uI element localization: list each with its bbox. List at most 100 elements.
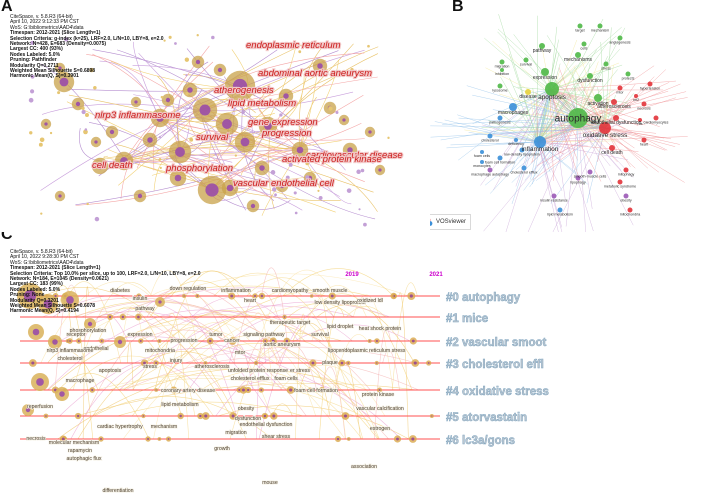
term-node xyxy=(587,169,593,175)
term-label: mtor xyxy=(616,91,624,95)
network-edge xyxy=(99,60,161,121)
timeline-arc xyxy=(81,301,226,318)
timeline-term: therapeutic target xyxy=(270,320,311,326)
network-edge xyxy=(229,46,379,146)
network-node-core xyxy=(75,101,81,107)
network-node xyxy=(29,131,33,135)
timeline-node-core xyxy=(158,300,162,304)
term-label: macrophage autophagy xyxy=(471,173,509,177)
network-edge xyxy=(577,117,586,232)
timeline-term: er stress xyxy=(290,368,310,374)
keyword-label: progression xyxy=(261,128,312,139)
timeline-node-core xyxy=(77,340,80,342)
timeline-arc xyxy=(131,289,369,417)
timeline-arc xyxy=(246,277,335,318)
network-node xyxy=(94,216,100,222)
network-node xyxy=(270,170,276,175)
term-node xyxy=(617,179,623,185)
network-edge xyxy=(159,116,290,148)
panel-a-nodes xyxy=(28,34,390,227)
network-edge xyxy=(495,127,606,131)
timeline-term: cardiomyopathy xyxy=(272,288,309,294)
timeline-term: low density lipoprotein xyxy=(314,300,365,306)
network-node-core xyxy=(232,78,248,94)
timeline-node-core xyxy=(209,339,212,343)
term-label: cell death xyxy=(601,150,623,156)
timeline-term: unfolded protein response xyxy=(228,368,288,374)
term-node xyxy=(641,137,647,143)
timeline-term: receptor xyxy=(66,332,85,338)
network-edge xyxy=(138,52,231,146)
network-edge xyxy=(159,41,309,121)
network-edge xyxy=(549,89,566,202)
timeline-term: expression xyxy=(127,332,152,338)
network-node-core xyxy=(226,184,234,192)
network-node xyxy=(335,111,339,115)
network-edge xyxy=(549,80,677,91)
timeline-node-core xyxy=(43,299,53,309)
timeline-node-core xyxy=(137,295,140,297)
network-edge xyxy=(484,141,539,186)
timeline-node-core xyxy=(431,415,433,417)
network-edge xyxy=(577,117,593,209)
network-edge xyxy=(434,121,539,143)
network-node xyxy=(328,106,333,111)
panel-b: autophagy apoptosis inflammation oxidative … xyxy=(430,0,708,232)
panel-c-info-line: Network: N=184, E=1045 (Density=0.0621) xyxy=(10,276,109,283)
timeline-node-core xyxy=(411,437,415,441)
network-node-core xyxy=(120,157,128,165)
term-node xyxy=(617,35,623,41)
term-node xyxy=(519,147,525,153)
network-node xyxy=(305,161,310,166)
timeline-node-core xyxy=(283,316,286,318)
timeline-term: reperfusion xyxy=(27,404,53,410)
term-label: lipophagy xyxy=(570,181,586,185)
network-edge xyxy=(535,92,606,129)
term-node xyxy=(594,94,602,102)
network-edge xyxy=(549,62,620,91)
network-node xyxy=(160,95,164,99)
term-node xyxy=(575,52,581,58)
timeline-term: cardiac hypertrophy xyxy=(97,424,143,430)
keyword-label: cardiovascular disease xyxy=(306,150,403,161)
timeline-arc xyxy=(254,312,274,391)
network-node xyxy=(272,187,277,192)
network-edge xyxy=(552,127,606,232)
timeline-term: estrogen xyxy=(370,426,390,432)
panel-a-info-line: CiteSpace, v. 5.8.R3 (64-bit) xyxy=(10,14,73,20)
timeline-term: macrophage xyxy=(66,378,95,384)
network-edge xyxy=(117,49,271,131)
term-node xyxy=(609,145,615,151)
timeline-node-core xyxy=(413,361,417,365)
timeline-term: mitochondria xyxy=(145,348,175,354)
network-edge xyxy=(120,119,161,199)
keyword-label: atherogenesis xyxy=(214,85,274,96)
network-edge xyxy=(536,127,606,166)
panel-a-info-line: WoS: G:\bibliometrics\AAD4\data xyxy=(10,24,84,31)
network-node xyxy=(159,166,162,169)
network-node xyxy=(358,208,361,211)
term-node xyxy=(480,160,484,164)
timeline-arc xyxy=(391,282,418,391)
timeline-node-core xyxy=(66,296,74,304)
network-node-core xyxy=(378,168,382,172)
network-node xyxy=(196,34,199,37)
network-node-core xyxy=(296,146,304,154)
timeline-arc xyxy=(307,293,413,391)
network-edge xyxy=(468,132,539,143)
term-node xyxy=(653,115,659,121)
panel-c-info-line: WoS: G:\bibliometrics\AAD4\data xyxy=(10,259,84,266)
timeline-arc xyxy=(277,344,318,391)
term-label: inflammation xyxy=(522,146,559,153)
timeline-term: autophagic flux xyxy=(67,456,102,462)
network-node xyxy=(318,195,323,200)
term-node xyxy=(597,23,603,29)
timeline-node-core xyxy=(199,414,202,418)
timeline-arc xyxy=(58,372,150,440)
keyword-label: vascular endothelial cell xyxy=(233,178,335,189)
keyword-label: survival xyxy=(196,132,229,143)
term-label: oxidative stress xyxy=(583,132,629,139)
network-edge xyxy=(576,87,606,129)
timeline-term: mtor xyxy=(235,350,246,356)
panel-c-info-line: Timespan: 2012-2021 (Slice Length=1) xyxy=(10,265,101,272)
